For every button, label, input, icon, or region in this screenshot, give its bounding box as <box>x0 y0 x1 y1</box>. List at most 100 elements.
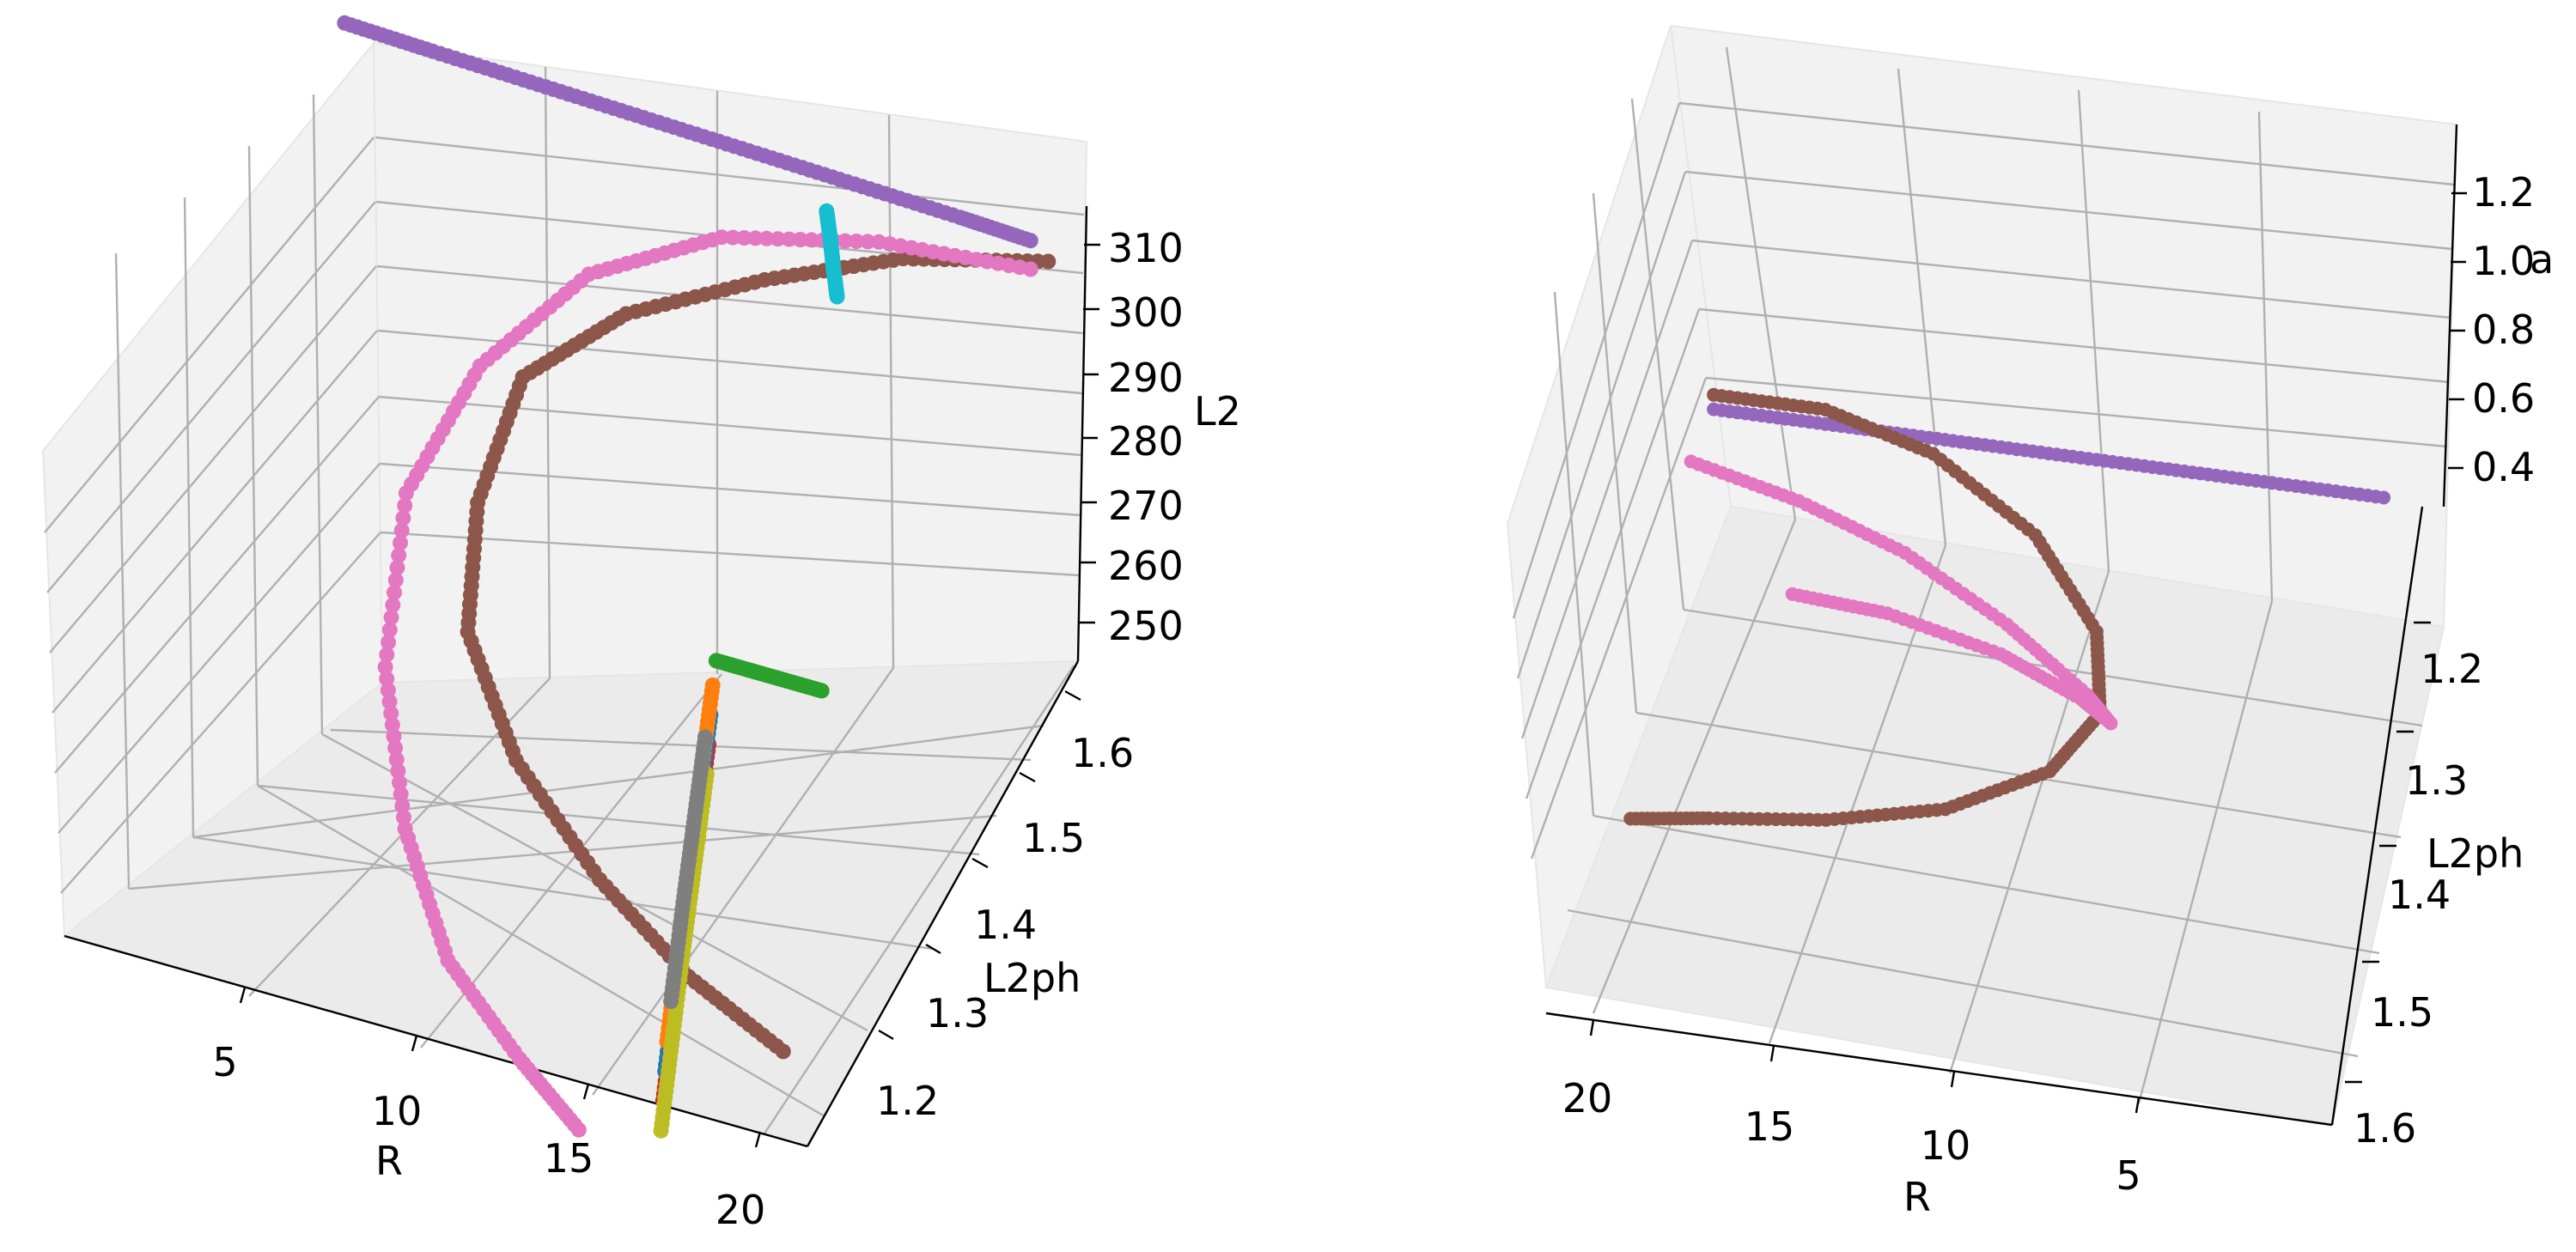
left-side-grid <box>44 94 381 894</box>
right-y-tick: 1.2 <box>2421 646 2483 692</box>
series-2 <box>1684 454 2118 731</box>
right-y-tick: 1.3 <box>2405 757 2468 804</box>
data-point <box>387 740 404 756</box>
series-4 <box>708 653 830 699</box>
left-z-tick-labels: 250 260 270 280 290 300 310 <box>1108 225 1184 649</box>
data-point <box>388 751 405 768</box>
left-y-axis-line <box>806 660 1080 1147</box>
data-point <box>381 622 398 638</box>
left-x-tick: 15 <box>544 1135 594 1182</box>
data-point <box>781 231 797 247</box>
data-point <box>2377 490 2391 505</box>
data-point <box>380 682 396 698</box>
data-point <box>829 289 845 305</box>
right-x-tick: 15 <box>1745 1103 1795 1150</box>
left-x-tick-labels: 5 10 15 20 <box>212 1039 765 1233</box>
left-x-tick: 20 <box>716 1187 766 1233</box>
series-0 <box>337 15 1038 249</box>
left-x-axis-label: R <box>375 1138 403 1184</box>
right-z-tick: 1.0 <box>2472 238 2535 284</box>
data-point <box>383 610 399 625</box>
data-point <box>379 671 395 687</box>
left-z-tick: 250 <box>1108 603 1184 649</box>
data-point <box>775 1043 791 1060</box>
right-x-tick: 5 <box>2116 1152 2141 1199</box>
data-point <box>736 230 752 246</box>
data-point <box>803 232 819 248</box>
right-z-offset-label: a <box>2530 236 2554 283</box>
data-point <box>770 231 786 247</box>
left-y-axis-label: L2ph <box>984 955 1081 1001</box>
data-point <box>381 694 398 710</box>
data-point <box>395 510 411 526</box>
series-9 <box>663 729 713 1010</box>
data-point <box>570 1121 587 1138</box>
data-point <box>393 786 409 802</box>
data-point <box>813 683 830 699</box>
series-2 <box>377 229 1038 1138</box>
right-z-axis-line <box>2442 124 2458 507</box>
left-x-tick: 10 <box>372 1088 423 1134</box>
data-point <box>383 705 399 721</box>
data-point <box>1785 586 1800 601</box>
left-y-tick: 1.2 <box>876 1078 939 1124</box>
left-scatter-points <box>337 15 1057 1139</box>
right-floor-pane <box>1544 505 2445 1127</box>
series-3 <box>819 203 845 305</box>
left-z-tick: 310 <box>1108 225 1184 271</box>
right-x-tick-labels: 20 15 10 5 <box>1562 1075 2141 1199</box>
right-side-grid <box>1512 98 1708 860</box>
data-point <box>392 775 407 791</box>
data-point <box>837 233 853 249</box>
data-point <box>792 232 808 247</box>
left-y-tick: 1.5 <box>1022 815 1085 861</box>
right-y-axis-label: L2ph <box>2427 830 2524 877</box>
data-point <box>387 572 404 588</box>
left-back-grid <box>375 66 1085 679</box>
data-point <box>663 994 679 1010</box>
left-z-tick: 260 <box>1108 543 1184 589</box>
left-x-axis-line <box>64 934 808 1148</box>
left-z-tick: 280 <box>1108 418 1184 465</box>
right-x-tick: 20 <box>1562 1075 1613 1121</box>
data-point <box>653 1122 669 1139</box>
right-y-tick: 1.4 <box>2388 872 2451 918</box>
data-point <box>386 728 402 745</box>
left-3d-plot: 5 10 15 20 R 1.2 1.3 1.4 1.5 1.6 L2ph 25… <box>41 15 1241 1233</box>
right-y-tick: 1.6 <box>2354 1105 2416 1152</box>
left-y-tick: 1.3 <box>926 990 989 1036</box>
right-z-tick-labels: 0.4 0.6 0.8 1.0 1.2 <box>2472 169 2535 490</box>
data-point <box>391 547 407 563</box>
left-y-tick-labels: 1.2 1.3 1.4 1.5 1.6 <box>876 730 1134 1124</box>
data-point <box>725 229 741 246</box>
data-point <box>393 535 408 551</box>
data-point <box>860 234 876 250</box>
data-point <box>871 234 887 250</box>
right-z-tick: 0.4 <box>2472 444 2535 490</box>
left-z-tick: 270 <box>1108 483 1184 529</box>
right-z-tick: 0.6 <box>2472 375 2535 422</box>
right-x-tick: 10 <box>1921 1122 1971 1169</box>
data-point <box>379 647 395 663</box>
data-point <box>384 717 400 733</box>
data-point <box>394 798 411 814</box>
left-z-tick: 300 <box>1108 289 1184 336</box>
left-z-axis-line <box>1076 205 1088 662</box>
data-point <box>387 585 402 601</box>
right-scatter-points <box>1623 387 2391 827</box>
right-y-tick-labels: 1.2 1.3 1.4 1.5 1.6 <box>2354 646 2483 1152</box>
right-y-tick: 1.5 <box>2371 989 2433 1036</box>
right-y-axis-line <box>2330 506 2424 1126</box>
left-y-tick: 1.6 <box>1071 730 1134 776</box>
data-point <box>1022 233 1038 249</box>
left-x-tick: 5 <box>212 1039 237 1085</box>
data-point <box>747 230 764 246</box>
right-x-axis-label: R <box>1903 1174 1931 1220</box>
right-3d-plot: 20 15 10 5 R 1.2 1.3 1.4 1.5 1.6 L2ph 0.… <box>1506 24 2554 1220</box>
data-point <box>385 597 401 613</box>
right-z-tick: 0.8 <box>2472 307 2535 353</box>
right-x-axis-line <box>1545 1012 2333 1127</box>
data-point <box>398 485 414 501</box>
left-z-axis-label: L2 <box>1194 388 1241 435</box>
